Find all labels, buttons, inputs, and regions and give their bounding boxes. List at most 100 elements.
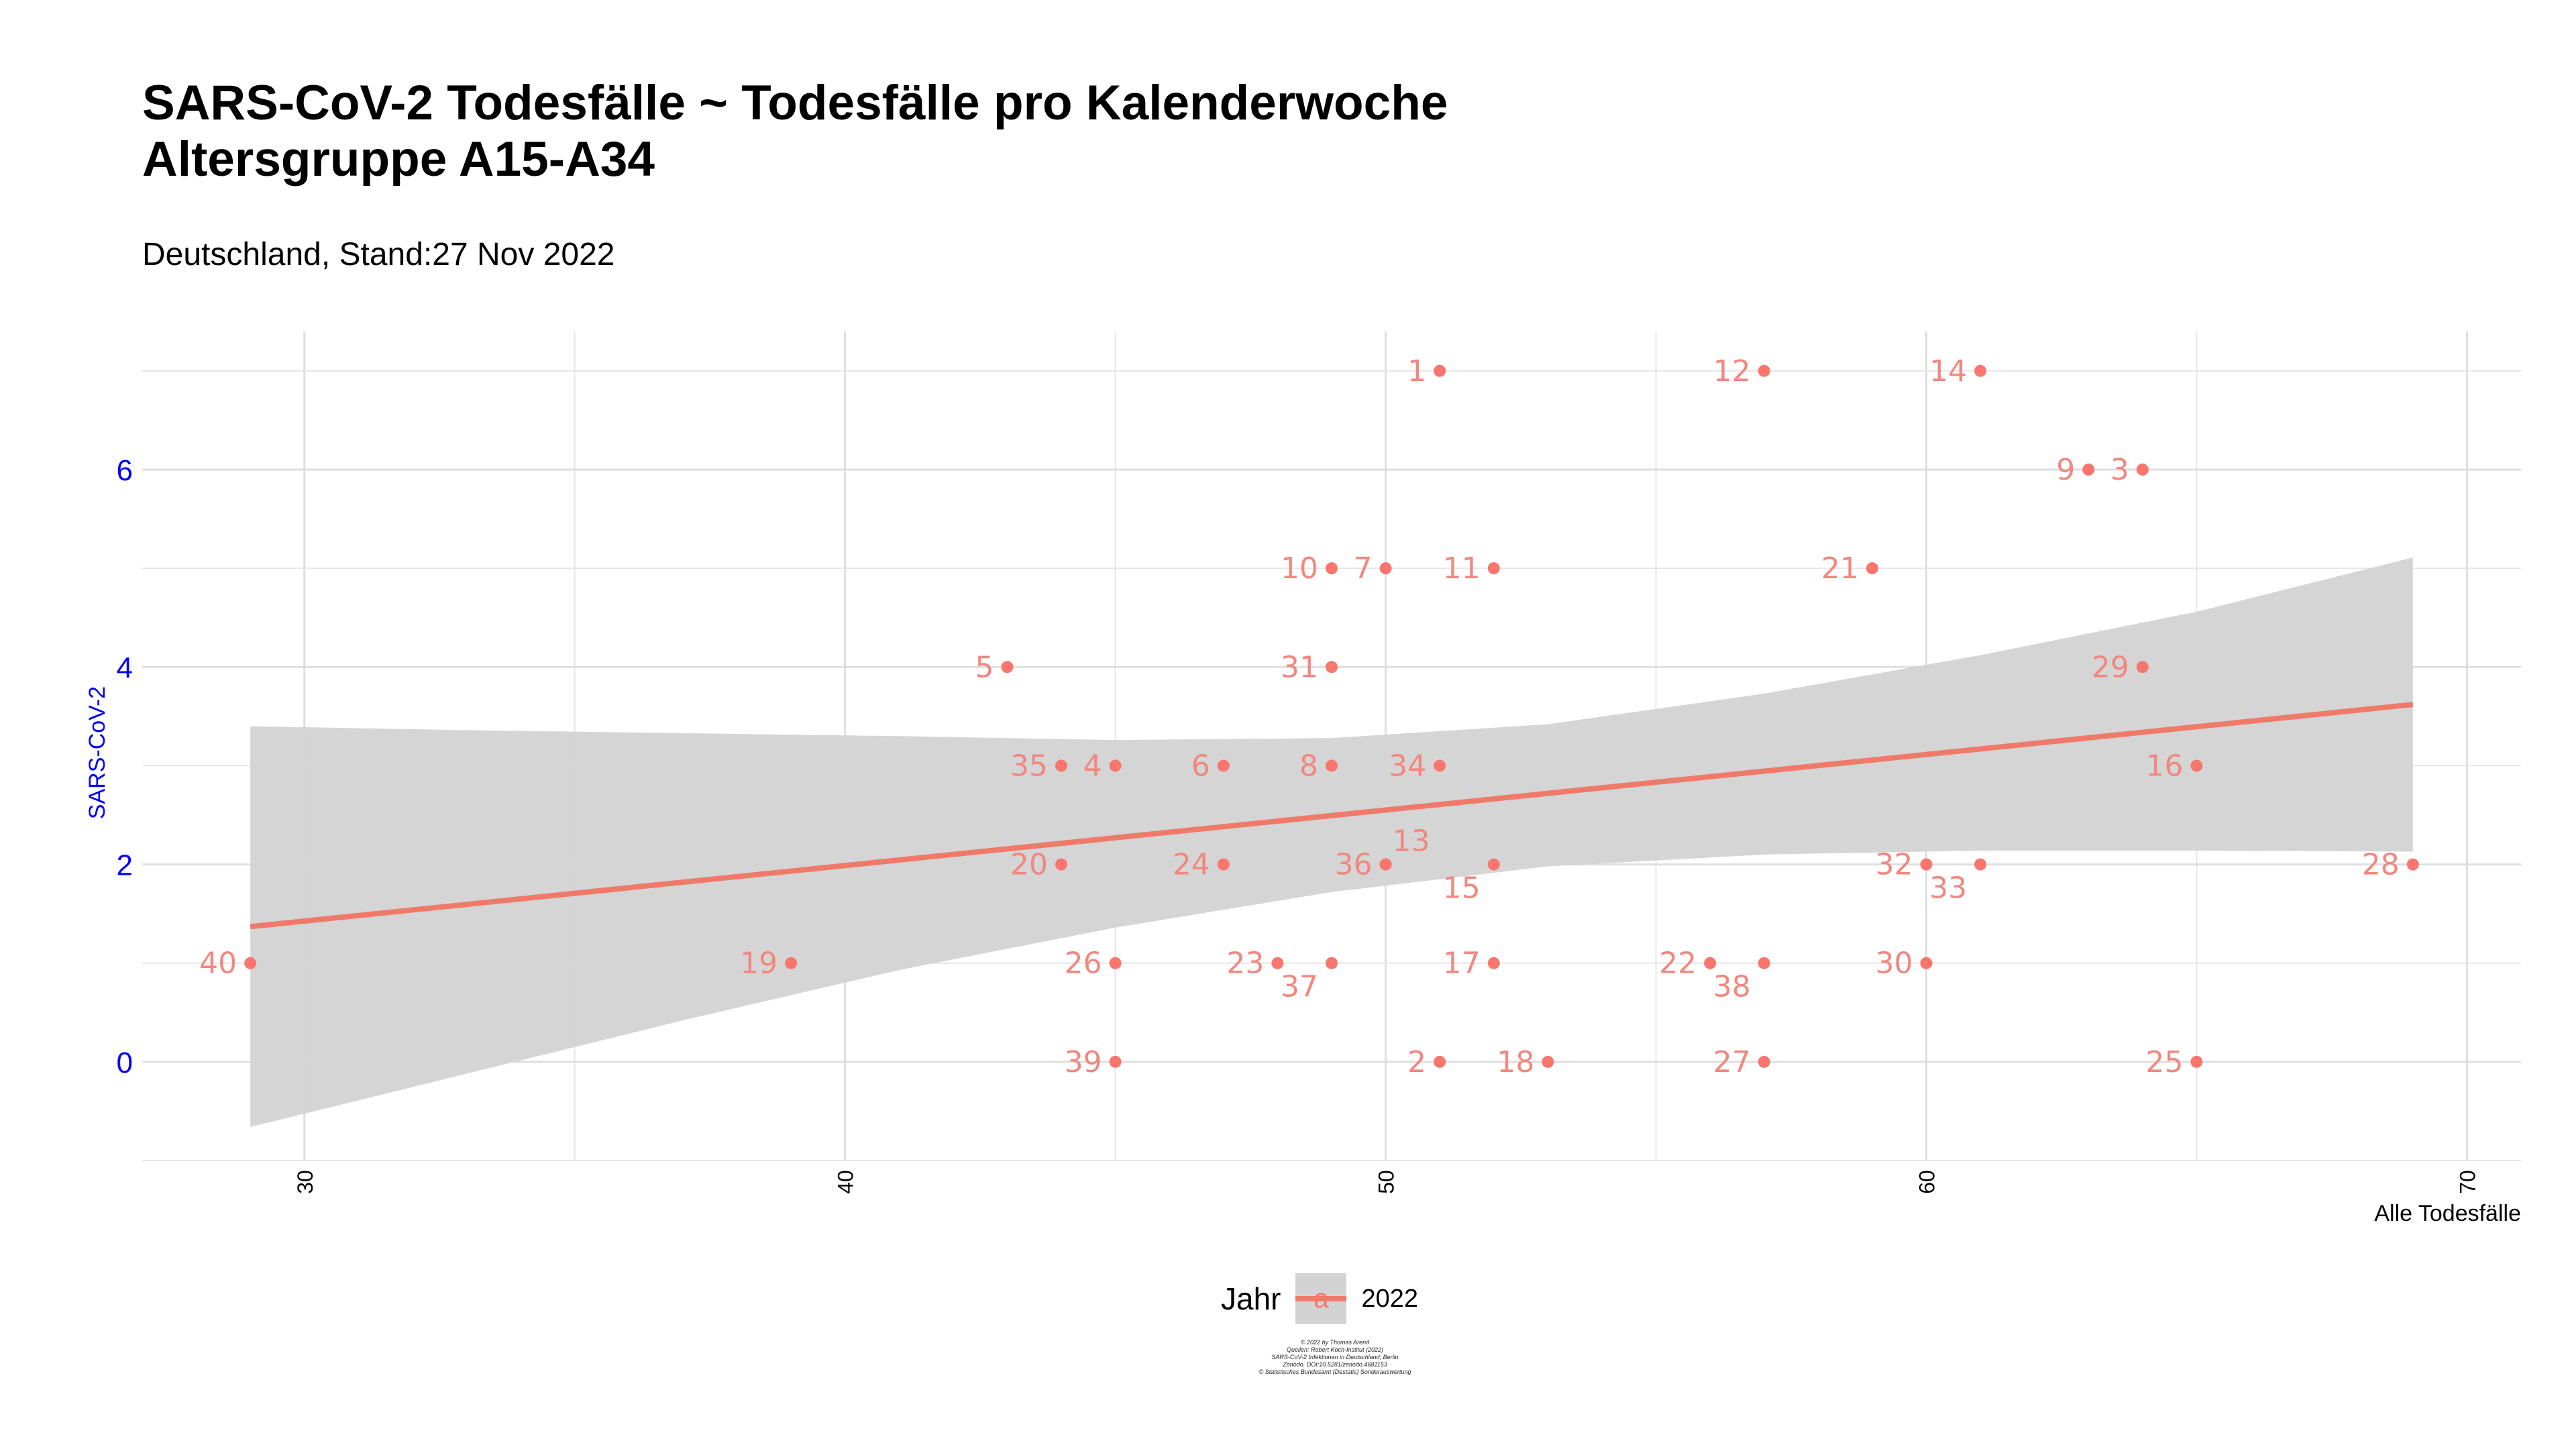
data-point — [1434, 759, 1446, 772]
legend: Jahr a 2022 — [1221, 1272, 1418, 1326]
data-point — [2136, 464, 2149, 476]
x-tick-label: 50 — [1375, 1170, 1399, 1194]
chart-title-line-2: Altersgruppe A15-A34 — [142, 132, 655, 186]
point-label: 6 — [1191, 749, 1210, 783]
point-label: 2 — [1407, 1045, 1426, 1079]
point-label: 28 — [2362, 848, 2400, 882]
data-point — [1217, 858, 1230, 871]
y-tick-label: 0 — [117, 1046, 133, 1079]
point-label: 30 — [1876, 947, 1913, 981]
point-label: 7 — [1354, 551, 1373, 586]
point-label: 12 — [1713, 354, 1751, 388]
data-point — [1758, 957, 1770, 969]
data-point — [1326, 759, 1338, 772]
point-label: 25 — [2145, 1045, 2183, 1079]
point-label: 14 — [1929, 354, 1967, 388]
data-point — [1109, 957, 1122, 969]
data-point — [2190, 759, 2203, 772]
data-point — [1487, 562, 1500, 575]
point-label: 27 — [1713, 1045, 1751, 1079]
data-point — [1434, 1055, 1446, 1068]
caption: © 2022 by Thomas Arend Quellen: Robert K… — [1234, 1339, 1436, 1376]
data-point — [1704, 957, 1717, 969]
data-point — [1326, 661, 1338, 674]
point-label: 21 — [1821, 551, 1859, 586]
x-axis-title: Alle Todesfälle — [2374, 1201, 2521, 1226]
data-point — [1434, 364, 1446, 377]
point-label: 26 — [1065, 947, 1102, 981]
point-label: 8 — [1299, 749, 1318, 783]
data-point — [1001, 661, 1014, 674]
point-label: 10 — [1281, 551, 1318, 586]
data-point — [1379, 562, 1392, 575]
point-label: 36 — [1335, 848, 1373, 882]
x-tick-label: 60 — [1915, 1170, 1939, 1194]
data-point — [1974, 858, 1987, 871]
point-label: 4 — [1083, 749, 1102, 783]
data-point — [1109, 759, 1122, 772]
data-point — [1920, 957, 1933, 969]
point-label: 37 — [1281, 970, 1318, 1004]
point-label: 15 — [1443, 871, 1481, 906]
data-point — [1055, 759, 1068, 772]
x-tick-label: 40 — [834, 1170, 858, 1194]
data-point — [2136, 661, 2149, 674]
data-point — [1758, 1055, 1770, 1068]
data-point — [1487, 858, 1500, 871]
point-label: 40 — [199, 947, 237, 981]
data-point — [2190, 1055, 2203, 1068]
point-label: 17 — [1443, 947, 1481, 981]
data-point — [1758, 364, 1770, 377]
data-point — [244, 957, 257, 969]
point-label: 16 — [2145, 749, 2183, 783]
y-axis-title: SARS-CoV-2 — [85, 686, 110, 819]
caption-line: © Statistisches Bundesamt (Destatis) Son… — [1258, 1368, 1411, 1375]
caption-line: Quellen: Robert Koch-Institut (2022) — [1286, 1346, 1384, 1353]
point-label: 18 — [1497, 1045, 1534, 1079]
confidence-band-area — [250, 557, 2413, 1127]
point-label: 31 — [1281, 650, 1318, 684]
data-point — [1326, 957, 1338, 969]
x-tick-label: 30 — [293, 1170, 317, 1194]
regression-line — [250, 702, 2414, 930]
legend-key-line — [1295, 1296, 1347, 1301]
data-point — [1217, 759, 1230, 772]
point-label: 11 — [1443, 551, 1481, 586]
data-point — [1920, 858, 1933, 871]
point-label: 22 — [1659, 947, 1697, 981]
point-label: 23 — [1226, 947, 1264, 981]
legend-key-swatch: a — [1295, 1273, 1347, 1324]
data-point — [2082, 464, 2095, 476]
point-label: 3 — [2110, 453, 2129, 487]
data-point — [1866, 562, 1878, 575]
point-label: 19 — [740, 947, 777, 981]
data-point — [1487, 957, 1500, 969]
y-tick-label: 6 — [117, 454, 133, 487]
chart-title: SARS-CoV-2 Todesfälle ~ Todesfälle pro K… — [142, 75, 1448, 188]
data-point — [1379, 858, 1392, 871]
y-tick-label: 4 — [117, 651, 133, 684]
point-label: 29 — [2092, 650, 2129, 684]
legend-label-2022: 2022 — [1361, 1284, 1419, 1313]
point-label: 1 — [1407, 354, 1426, 388]
y-tick-label: 2 — [117, 849, 133, 882]
legend-title: Jahr — [1221, 1281, 1281, 1316]
point-label: 32 — [1876, 848, 1913, 882]
data-point — [1055, 858, 1068, 871]
point-label: 20 — [1010, 848, 1048, 882]
regression-line-segment — [250, 702, 2414, 930]
data-point — [1974, 364, 1987, 377]
data-points — [244, 364, 2419, 1068]
chart-subtitle: Deutschland, Stand:27 Nov 2022 — [142, 237, 615, 272]
data-point — [2406, 858, 2419, 871]
caption-line: SARS-CoV-2 Infektionen in Deutschland, B… — [1271, 1354, 1399, 1360]
data-point — [785, 957, 798, 969]
caption-line: © 2022 by Thomas Arend — [1300, 1339, 1370, 1346]
chart-title-line-1: SARS-CoV-2 Todesfälle ~ Todesfälle pro K… — [142, 76, 1448, 130]
data-point — [1271, 957, 1284, 969]
point-label: 9 — [2056, 453, 2075, 487]
point-label: 35 — [1010, 749, 1048, 783]
